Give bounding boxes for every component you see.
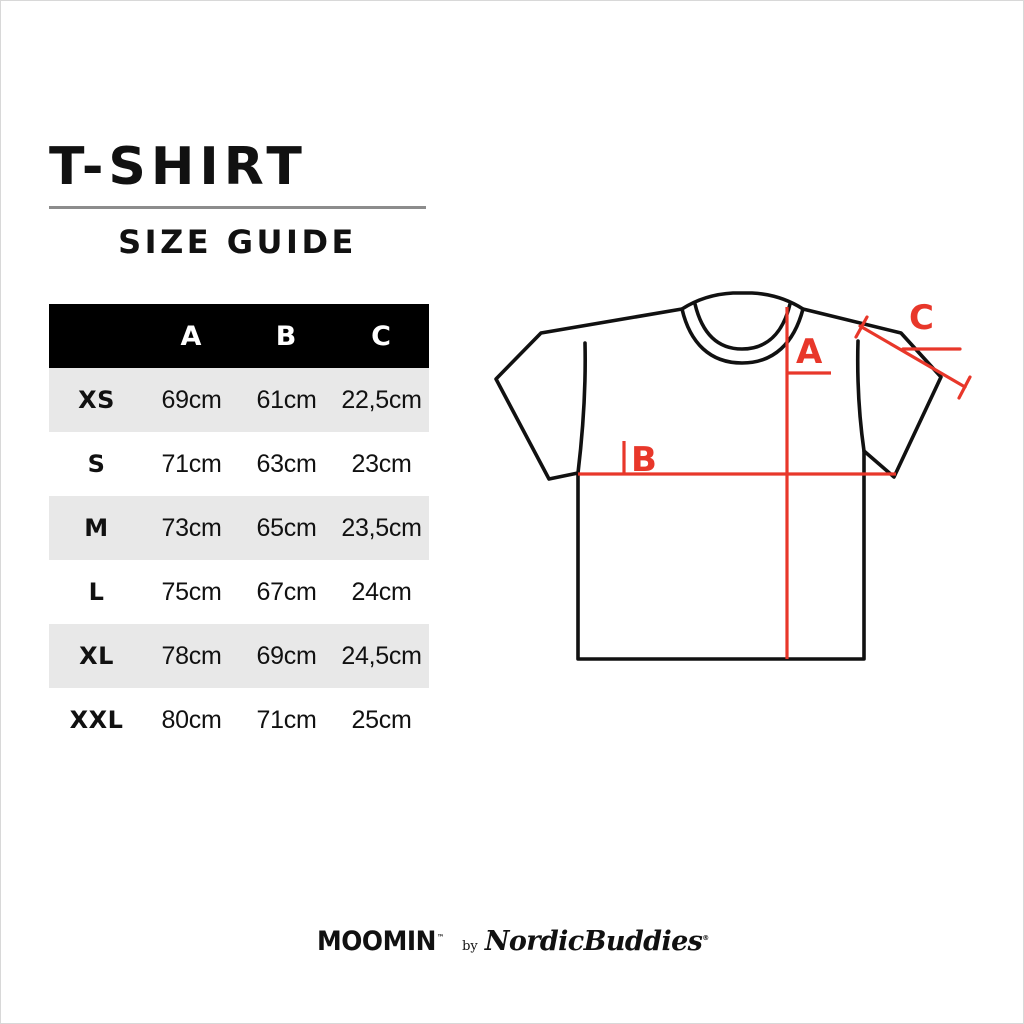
title-divider xyxy=(49,206,426,210)
row-value-b: 61cm xyxy=(256,385,317,414)
table-row: L 75cm 67cm 24cm xyxy=(49,560,429,624)
row-value-a: 75cm xyxy=(161,577,222,606)
collar-inner-line xyxy=(693,302,792,351)
measure-b-label: B xyxy=(631,440,657,480)
tshirt-outline-icon xyxy=(494,291,943,661)
size-table: A B C XS 69cm 61cm 22,5cm S 71cm 63cm 23… xyxy=(49,304,429,752)
row-value-a: 73cm xyxy=(161,513,222,542)
brand-moomin-text: MOOMIN xyxy=(317,926,437,957)
measure-b-line xyxy=(578,441,896,476)
row-value-c: 25cm xyxy=(351,705,412,734)
brand-moomin-wordmark: MOOMIN™ xyxy=(317,926,444,957)
row-size-label: S xyxy=(87,450,106,478)
table-header: A B C xyxy=(49,304,429,368)
table-header-row: A B C xyxy=(49,304,429,368)
table-row: XS 69cm 61cm 22,5cm xyxy=(49,368,429,432)
row-value-a: 69cm xyxy=(161,385,222,414)
trademark-icon: ™ xyxy=(437,933,445,942)
table-row: S 71cm 63cm 23cm xyxy=(49,432,429,496)
row-value-a: 71cm xyxy=(161,449,222,478)
row-value-c: 24cm xyxy=(351,577,412,606)
measure-a-label: A xyxy=(796,332,823,372)
table-row: M 73cm 65cm 23,5cm xyxy=(49,496,429,560)
row-value-c: 23cm xyxy=(351,449,412,478)
row-value-b: 67cm xyxy=(256,577,317,606)
page-subtitle: SIZE GUIDE xyxy=(118,223,357,262)
brand-partner-wordmark: NordicBuddies® xyxy=(484,926,710,957)
registered-icon: ® xyxy=(702,934,709,942)
row-size-label: XS xyxy=(78,386,115,414)
brand-connector: by xyxy=(462,939,478,954)
row-value-a: 80cm xyxy=(161,705,222,734)
column-header-b: B xyxy=(275,320,298,352)
row-value-b: 71cm xyxy=(256,705,317,734)
column-header-size xyxy=(49,304,144,368)
column-header-c: C xyxy=(371,320,392,352)
table-row: XXL 80cm 71cm 25cm xyxy=(49,688,429,752)
table-body: XS 69cm 61cm 22,5cm S 71cm 63cm 23cm M 7… xyxy=(49,368,429,752)
measure-a-line xyxy=(785,307,831,659)
measure-c-label: C xyxy=(909,298,934,338)
row-value-c: 24,5cm xyxy=(341,641,422,670)
left-armhole-line xyxy=(576,341,587,475)
row-size-label: M xyxy=(84,514,109,542)
footer-brand-logo: MOOMIN™ by NordicBuddies® xyxy=(1,926,1023,957)
collar-outer-line xyxy=(680,307,805,365)
row-value-c: 22,5cm xyxy=(341,385,422,414)
right-armhole-line xyxy=(855,339,866,453)
measure-c-line xyxy=(854,315,972,400)
row-value-b: 69cm xyxy=(256,641,317,670)
row-value-b: 63cm xyxy=(256,449,317,478)
page-title: T-SHIRT xyxy=(49,137,307,197)
title-block: T-SHIRT SIZE GUIDE xyxy=(49,137,429,262)
tshirt-diagram: A B C xyxy=(471,281,1011,691)
table-row: XL 78cm 69cm 24,5cm xyxy=(49,624,429,688)
brand-partner-text: NordicBuddies xyxy=(484,926,703,957)
tshirt-svg: A B C xyxy=(494,291,972,661)
row-value-a: 78cm xyxy=(161,641,222,670)
row-value-c: 23,5cm xyxy=(341,513,422,542)
column-header-a: A xyxy=(180,320,203,352)
row-size-label: L xyxy=(88,578,105,606)
row-size-label: XXL xyxy=(69,706,124,734)
row-value-b: 65cm xyxy=(256,513,317,542)
row-size-label: XL xyxy=(79,642,114,670)
